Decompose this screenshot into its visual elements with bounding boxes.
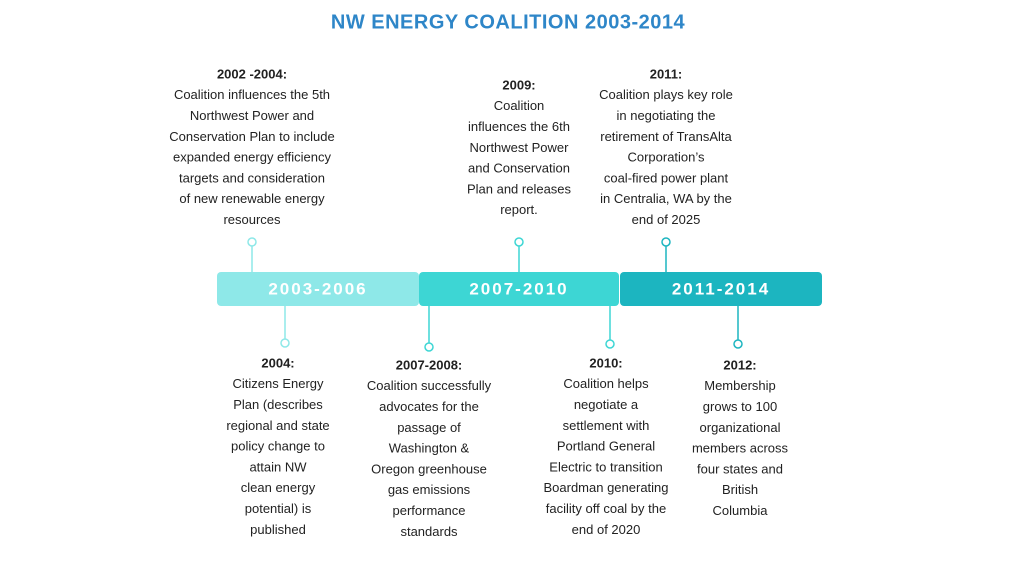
event-text: passage of [397,420,461,435]
event-text: in Centralia, WA by the [600,191,732,206]
event-text: report. [500,202,538,217]
event-text: Columbia [713,503,769,518]
event-text: Citizens Energy [232,376,324,391]
event-text: British [722,482,758,497]
event-text: attain NW [249,459,307,474]
event-text: negotiate a [574,397,639,412]
event-text: potential) is [245,501,312,516]
period-bar [620,272,822,306]
event-text: Coalition [494,98,545,113]
event-text: members across [692,441,789,456]
event-text: Boardman generating [543,480,668,495]
event-text: regional and state [226,418,329,433]
event-text: Coalition helps [563,376,649,391]
event-text: settlement with [563,418,650,433]
event-text: influences the 6th [468,119,570,134]
connector-dot [661,237,671,247]
event-year: 2009: [502,77,535,92]
event-text: policy change to [231,439,325,454]
period-label: 2011-2014 [672,279,770,298]
event-text: Coalition influences the 5th [174,87,330,102]
title: NW ENERGY COALITION 2003-2014 [331,11,686,33]
event-text: Coalition successfully [367,378,492,393]
event-text: coal-fired power plant [604,170,729,185]
event-year: 2002 -2004: [217,66,287,81]
event-text: Conservation Plan to include [169,129,335,144]
event-text: facility off coal by the [546,501,666,516]
event-text: in negotiating the [616,108,715,123]
event-text: Portland General [557,439,655,454]
event-text: expanded energy efficiency [173,150,332,165]
event-text: end of 2020 [572,522,641,537]
connector-dot [514,237,524,247]
event-text: four states and [697,461,783,476]
event-text: organizational [700,420,781,435]
event-year: 2004: [261,355,294,370]
event-text: Plan (describes [233,397,323,412]
period-label: 2007-2010 [469,279,568,298]
event-text: grows to 100 [703,399,777,414]
connector-dot [280,338,290,348]
connector-dot [605,339,615,349]
event-text: Northwest Power [470,140,570,155]
event-text: Corporation’s [627,150,705,165]
event-text: and Conservation [468,161,570,176]
event-text: standards [400,524,458,539]
event-text: Membership [704,378,776,393]
event-text: resources [223,212,281,227]
period-bar [419,272,619,306]
connector-dot [733,339,743,349]
event-text: Plan and releases [467,181,572,196]
event-text: end of 2025 [632,212,701,227]
event-text: Coalition plays key role [599,87,733,102]
event-text: retirement of TransAlta [600,129,732,144]
event-text: gas emissions [388,482,471,497]
event-text: Washington & [389,441,470,456]
connector-dot [424,342,434,352]
event-year: 2012: [723,357,756,372]
event-year: 2011: [650,66,683,81]
event-text: Electric to transition [549,459,662,474]
event-text: targets and consideration [179,170,325,185]
event-text: advocates for the [379,399,479,414]
period-bar [217,272,419,306]
connector-dot [247,237,257,247]
period-label: 2003-2006 [268,279,367,298]
event-text: clean energy [241,480,316,495]
event-text: of new renewable energy [179,191,325,206]
event-year: 2010: [589,355,622,370]
event-year: 2007-2008: [396,357,463,372]
event-text: published [250,522,306,537]
event-text: Oregon greenhouse [371,461,487,476]
event-text: performance [393,503,466,518]
event-text: Northwest Power and [190,108,314,123]
